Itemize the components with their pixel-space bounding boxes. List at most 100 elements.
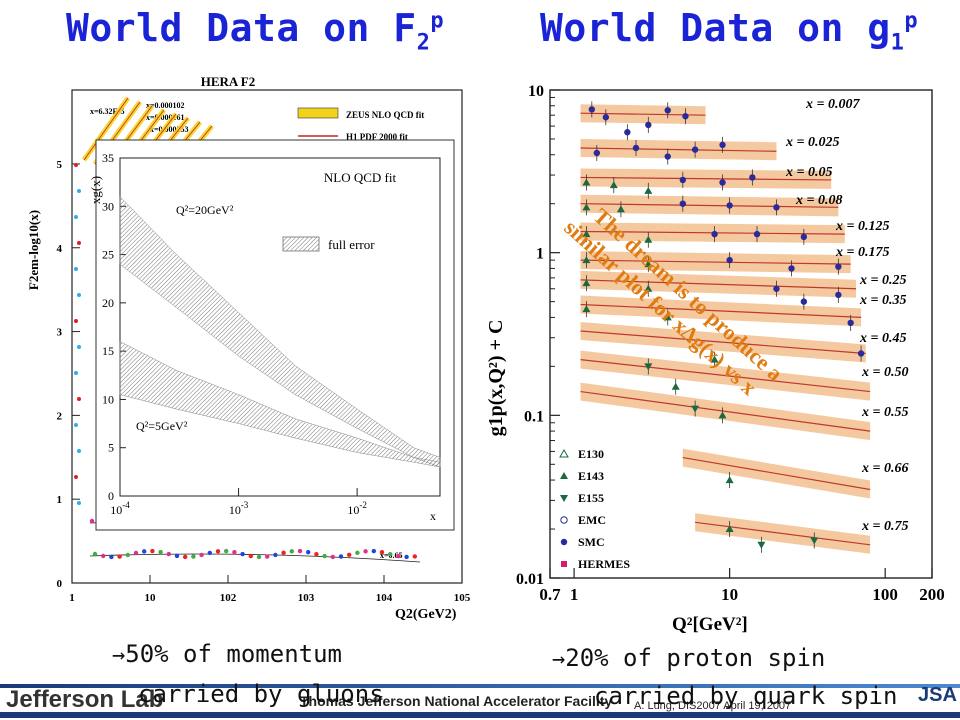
left-caption-line2: carried by gluons <box>138 680 384 708</box>
legend-label: SMC <box>578 535 605 549</box>
g1p-fit-line <box>580 279 857 290</box>
hera-point <box>166 551 171 557</box>
right-title-sub: 1 <box>890 30 905 56</box>
hera-point <box>77 241 81 245</box>
footer-credit: A. Lung, DIS2007 April 19, 2007 <box>634 700 791 712</box>
inset-ytick-label: 20 <box>102 296 114 310</box>
g1p-point-e155 <box>757 541 766 549</box>
g1p-point-smc <box>588 106 596 113</box>
hera-point <box>77 293 81 297</box>
hera-point <box>265 554 270 559</box>
g1p-point-e143 <box>582 230 591 238</box>
legend-label: E130 <box>578 447 604 461</box>
hera-xtick-label: 103 <box>298 592 315 604</box>
left-title-sup: p <box>430 8 445 34</box>
hera-point <box>412 554 417 559</box>
hera-ytick-label: 5 <box>57 159 63 171</box>
g1p-point-smc <box>679 200 687 207</box>
g1p-point-e143 <box>663 313 672 321</box>
hera-point <box>125 552 130 558</box>
legend-label: E143 <box>578 469 604 483</box>
hera-point <box>174 553 180 559</box>
g1p-fit-line <box>580 147 777 152</box>
g1p-point-smc <box>602 114 610 121</box>
g1p-point-smc <box>726 256 733 264</box>
hera-point <box>117 554 122 559</box>
arrow-icon: → <box>552 647 566 672</box>
g1p-point-e155 <box>644 363 653 371</box>
g1p-ytick-label: 0.1 <box>524 408 544 425</box>
legend-marker <box>560 495 568 502</box>
hera-point <box>330 554 335 560</box>
inset-ytick-label: 30 <box>102 199 114 213</box>
hera-point <box>142 549 147 554</box>
g1p-fit-line <box>580 303 862 318</box>
legend-label: E155 <box>578 491 604 505</box>
facility-text: Thomas Jefferson National Accelerator Fa… <box>300 693 613 709</box>
footer-bar: Jefferson Lab Thomas Jefferson National … <box>0 660 960 720</box>
g1p-point-smc <box>857 350 865 357</box>
g1p-point-e143 <box>582 279 591 287</box>
g1p-frame: 0.01 0.1 1 10 0.7 1 10 100 200 <box>516 83 945 604</box>
g1p-point-smc <box>753 230 761 238</box>
left-title: World Data on F2p <box>66 6 444 56</box>
hera-fit-curve <box>89 553 421 563</box>
hera-point <box>74 215 78 219</box>
g1p-point-smc <box>800 298 808 305</box>
hera-xtick-label: 102 <box>220 592 237 604</box>
g1p-xtick-label: 0.7 <box>539 585 561 604</box>
inset-xlabel: x <box>430 509 436 523</box>
g1p-point-smc <box>664 107 671 114</box>
inset-error-band <box>119 341 441 468</box>
hera-ytick-label: 4 <box>57 243 63 255</box>
hera-point <box>248 553 253 559</box>
g1p-bin-label: x = 0.25 <box>859 273 906 288</box>
g1p-bin-label: x = 0.007 <box>805 97 860 112</box>
inset-legend-swatch <box>282 236 320 252</box>
legend-marker <box>559 448 569 458</box>
inset-ytick-label: 15 <box>102 344 114 358</box>
footer-stripe-2 <box>0 712 960 718</box>
g1p-data-points <box>582 101 865 553</box>
hera-point <box>297 548 303 554</box>
inset-legend-label: full error <box>328 237 375 252</box>
g1p-fit-line <box>695 521 871 546</box>
g1p-xlabel: Q²[GeV²] <box>672 614 748 635</box>
g1p-point-smc <box>679 176 687 184</box>
hera-fit-line <box>83 97 129 161</box>
g1p-point-e143 <box>710 355 719 363</box>
g1p-point-smc <box>711 230 718 238</box>
hera-point <box>183 554 188 560</box>
hera-point <box>101 553 106 559</box>
hera-point <box>240 551 245 557</box>
g1p-bin-labels: x = 0.007 x = 0.025 x = 0.05 x = 0.08 x = 0.… <box>785 97 908 534</box>
right-title-sup: p <box>904 8 919 34</box>
hera-title: HERA F2 <box>201 74 256 89</box>
hera-xtick-label: 105 <box>454 592 470 604</box>
g1p-point-e143 <box>718 411 727 419</box>
hera-bin-label: x=6.32E-5 <box>90 107 125 116</box>
hera-bin-label: x=0.000161 <box>146 113 185 122</box>
right-caption-line2: carried by quark spin <box>594 682 897 710</box>
g1p-fit-line <box>580 203 839 208</box>
g1p-point-smc <box>835 291 842 299</box>
hera-point <box>256 554 262 560</box>
hera-point <box>77 397 81 401</box>
legend-label: EMC <box>578 513 606 527</box>
hera-xtick-label: 10 <box>145 592 157 604</box>
g1p-point-e155 <box>691 405 700 413</box>
hera-point <box>199 552 204 558</box>
g1p-point-smc <box>593 149 601 157</box>
g1p-point-smc <box>719 179 726 186</box>
right-caption-text2: carried by quark spin <box>594 682 898 710</box>
g1p-point-e143 <box>725 525 734 533</box>
g1p-point-e143 <box>644 260 653 268</box>
hera-point <box>207 550 212 556</box>
hera-point <box>74 475 78 479</box>
g1p-bin-label: x = 0.08 <box>795 193 842 208</box>
g1p-bin-label: x = 0.175 <box>835 245 889 260</box>
hera-legend: ZEUS NLO QCD fit H1 PDF 2000 fit <box>297 107 424 142</box>
g1p-bin-label: x = 0.45 <box>859 331 906 346</box>
g1p-fit-line <box>580 359 871 393</box>
g1p-point-e143 <box>609 181 618 189</box>
